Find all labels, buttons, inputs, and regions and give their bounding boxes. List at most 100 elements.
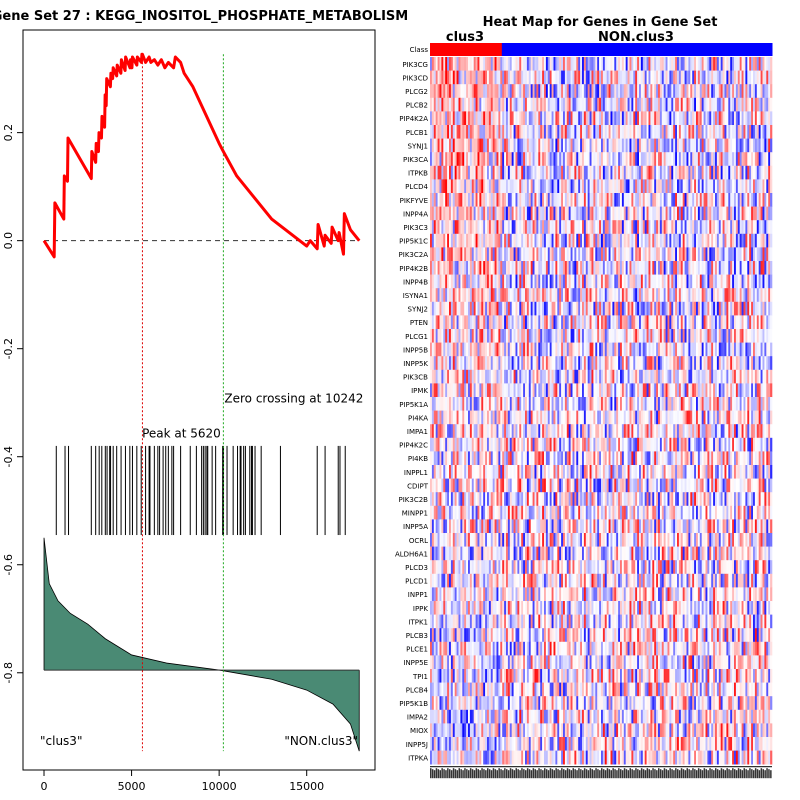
- heatmap-cell: [760, 356, 763, 371]
- heatmap-cell: [591, 84, 594, 99]
- heatmap-cell: [528, 369, 531, 384]
- heatmap-cell: [545, 84, 549, 99]
- heatmap-cell: [443, 424, 446, 439]
- heatmap-cell: [561, 342, 564, 357]
- heatmap-cell: [433, 84, 436, 99]
- heatmap-cell: [709, 206, 712, 221]
- heatmap-cell: [589, 138, 592, 153]
- heatmap-cell: [439, 424, 442, 439]
- heatmap-cell: [667, 329, 670, 343]
- heatmap-cell: [716, 70, 720, 85]
- heatmap-cell: [485, 342, 488, 357]
- heatmap-cell: [549, 356, 552, 371]
- heatmap-cell: [583, 342, 587, 357]
- heatmap-cell: [576, 301, 579, 316]
- heatmap-cell: [576, 410, 579, 425]
- heatmap-cell: [447, 233, 450, 248]
- heatmap-cell: [699, 356, 702, 371]
- heatmap-cell: [582, 179, 585, 194]
- heatmap-cell: [608, 397, 611, 411]
- heatmap-cell: [697, 220, 701, 235]
- heatmap-cell: [445, 57, 448, 71]
- heatmap-cell: [521, 152, 524, 167]
- heatmap-cell: [580, 179, 583, 194]
- heatmap-cell: [475, 111, 478, 126]
- enrichment-score-line: [42, 52, 361, 259]
- heatmap-cell: [758, 397, 761, 411]
- heatmap-cell: [431, 397, 435, 411]
- heatmap-cell: [435, 329, 438, 343]
- heatmap-cell: [447, 424, 450, 439]
- heatmap-cell: [545, 410, 549, 425]
- heatmap-cell: [563, 383, 566, 398]
- heatmap-cell: [498, 247, 501, 262]
- heatmap-cell: [506, 179, 509, 194]
- heatmap-cell: [574, 315, 577, 330]
- heatmap-cell: [705, 397, 708, 411]
- heatmap-cell: [640, 247, 644, 262]
- heatmap-cell: [462, 70, 465, 85]
- heatmap-cell: [551, 179, 554, 194]
- heatmap-cell: [675, 397, 678, 411]
- heatmap-cell: [711, 261, 714, 275]
- heatmap-cell: [616, 57, 619, 71]
- heatmap-cell: [610, 369, 613, 384]
- heatmap-cell: [498, 70, 501, 85]
- heatmap-cell: [663, 410, 666, 425]
- heatmap-cell: [640, 369, 644, 384]
- heatmap-cell: [557, 138, 560, 153]
- heatmap-cell: [557, 288, 560, 303]
- heatmap-cell: [627, 165, 630, 180]
- heatmap-cell: [688, 274, 691, 289]
- heatmap-cell: [656, 397, 659, 411]
- heatmap-cell: [540, 356, 543, 371]
- heatmap-cell: [682, 179, 685, 194]
- heatmap-cell: [433, 193, 436, 207]
- heatmap-cell: [433, 356, 436, 371]
- heatmap-cell: [443, 397, 446, 411]
- heatmap-cell: [678, 97, 682, 112]
- heatmap-cell: [686, 247, 689, 262]
- heatmap-cell: [580, 84, 583, 99]
- heatmap-cell: [669, 179, 672, 194]
- heatmap-cell: [525, 97, 528, 112]
- heatmap-cell: [502, 369, 505, 384]
- heatmap-cell: [726, 397, 729, 411]
- heatmap-cell: [511, 397, 514, 411]
- heatmap-cell: [610, 125, 613, 139]
- heatmap-cell: [561, 57, 564, 71]
- heatmap-cell: [464, 356, 467, 371]
- heatmap-cell: [620, 152, 623, 167]
- heatmap-cell: [443, 261, 446, 275]
- heatmap-cell: [640, 397, 644, 411]
- heatmap-cell: [580, 301, 583, 316]
- heatmap-cell: [566, 301, 569, 316]
- heatmap-cell: [682, 369, 685, 384]
- heatmap-cells: [430, 57, 773, 765]
- heatmap-cell: [730, 84, 733, 99]
- heatmap-cell: [760, 233, 763, 248]
- heatmap-cell: [747, 206, 750, 221]
- heatmap-cell: [625, 261, 628, 275]
- heatmap-cell: [766, 84, 769, 99]
- heatmap-cell: [682, 383, 685, 398]
- heatmap-cell: [616, 329, 619, 343]
- heatmap-cell: [553, 247, 556, 262]
- heatmap-cell: [574, 274, 577, 289]
- heatmap-cell: [473, 342, 476, 357]
- heatmap-cell: [542, 369, 545, 384]
- heatmap-cell: [468, 179, 471, 194]
- heatmap-cell: [703, 165, 706, 180]
- heatmap-cell: [477, 342, 480, 357]
- heatmap-cell: [483, 247, 486, 262]
- heatmap-cell: [601, 125, 604, 139]
- heatmap-cell: [665, 138, 668, 153]
- heatmap-cell: [621, 329, 625, 343]
- heatmap-cell: [639, 247, 642, 262]
- heatmap-cell: [732, 84, 735, 99]
- heatmap-cell: [553, 288, 556, 303]
- heatmap-cell: [616, 397, 619, 411]
- heatmap-cell: [506, 111, 509, 126]
- heatmap-cell: [437, 97, 440, 112]
- heatmap-cell: [477, 111, 480, 126]
